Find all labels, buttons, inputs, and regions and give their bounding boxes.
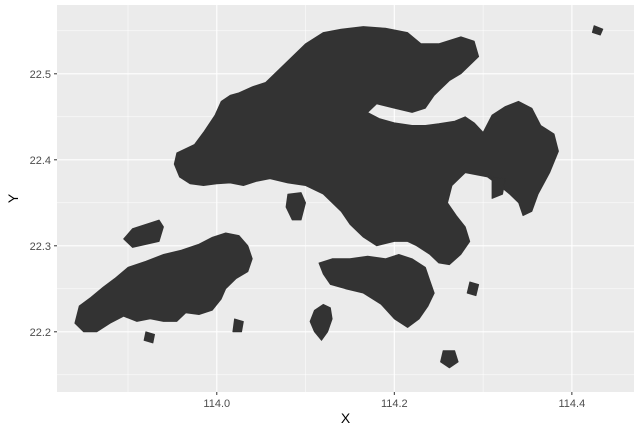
y-axis-ticks: 22.2 22.3 22.4 22.5 [30, 69, 57, 339]
y-axis-title: Y [5, 193, 21, 203]
land-new-territories-kowloon [173, 26, 559, 266]
y-tick-label: 22.4 [30, 155, 51, 167]
land-lantau-island [74, 232, 253, 333]
land-shek-kwu-chau [143, 331, 156, 344]
land-ma-wan-tsing-yi [285, 192, 307, 221]
land-kau-sai-chau [491, 176, 506, 199]
land-tung-lung [466, 281, 480, 297]
land-chek-lap-kok [123, 219, 164, 248]
land-polygons [74, 25, 604, 369]
land-cheung-chau [232, 318, 244, 333]
x-axis-title: X [341, 410, 351, 426]
land-lamma-island [309, 303, 333, 341]
x-tick-label: 114.2 [381, 398, 408, 410]
x-axis-ticks: 114.0 114.2 114.4 [203, 392, 585, 410]
y-tick-label: 22.2 [30, 327, 51, 339]
land-hong-kong-island [318, 253, 435, 328]
land-tap-mun-island [591, 25, 604, 36]
y-tick-label: 22.5 [30, 69, 51, 81]
x-tick-label: 114.4 [559, 398, 586, 410]
land-po-toi [440, 350, 459, 369]
x-tick-label: 114.0 [203, 398, 230, 410]
y-tick-label: 22.3 [30, 241, 51, 253]
